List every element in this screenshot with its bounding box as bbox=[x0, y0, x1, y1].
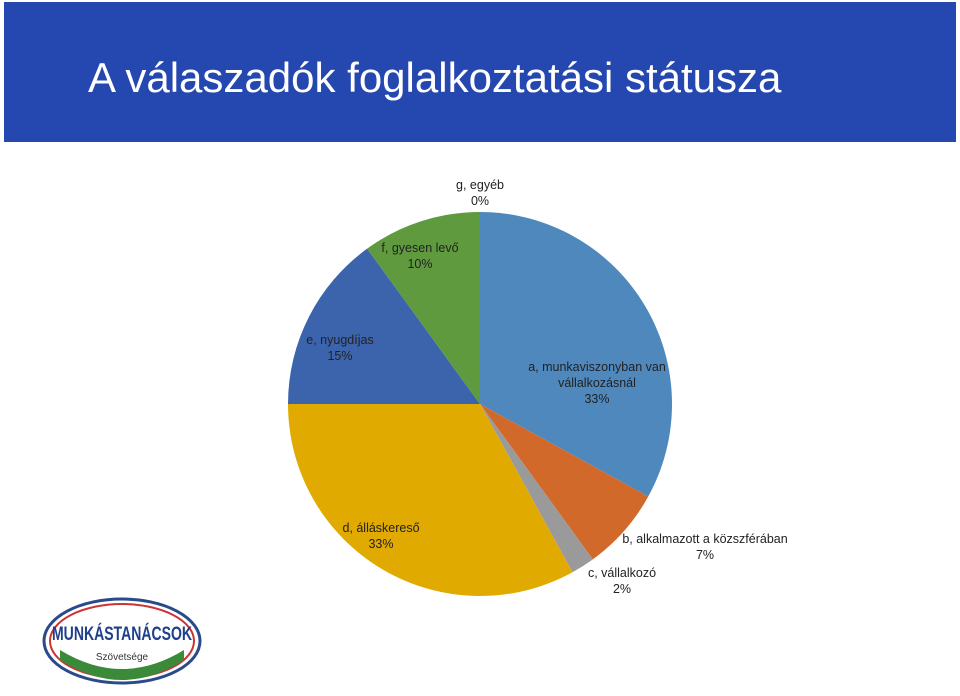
category-name: a, munkaviszonyban van vállalkozásnál bbox=[528, 360, 666, 390]
logo-text: MUNKÁSTANÁCSOK bbox=[52, 623, 192, 645]
logo-subtitle: Szövetsége bbox=[96, 652, 149, 663]
slice-label: f, gyesen levő 10% bbox=[360, 240, 480, 272]
value-label: 33% bbox=[368, 537, 394, 551]
pie-slice bbox=[480, 404, 593, 573]
pie-slice bbox=[480, 212, 672, 497]
pie-slice bbox=[367, 212, 480, 404]
category-name: b, alkalmazott a közszférában bbox=[622, 532, 788, 546]
slice-label: e, nyugdíjas 15% bbox=[280, 332, 400, 364]
pie-slice bbox=[288, 248, 480, 404]
value-label: 15% bbox=[327, 349, 353, 363]
value-label: 2% bbox=[612, 582, 632, 596]
slice-label: c, vállalkozó 2% bbox=[562, 565, 682, 597]
category-name: f, gyesen levő bbox=[381, 241, 459, 255]
value-label: 0% bbox=[470, 194, 490, 208]
value-label: 10% bbox=[407, 257, 433, 271]
pie-slice bbox=[288, 404, 573, 596]
slice-label: a, munkaviszonyban van vállalkozásnál 33% bbox=[512, 359, 682, 407]
slice-label: g, egyéb 0% bbox=[440, 177, 520, 209]
chart-title: A válaszadók foglalkoztatási státusza bbox=[88, 54, 782, 101]
value-label: 7% bbox=[695, 548, 715, 562]
logo: MUNKÁSTANÁCSOK Szövetsége bbox=[42, 597, 202, 685]
category-name: g, egyéb bbox=[456, 178, 504, 192]
value-label: 33% bbox=[584, 392, 610, 406]
slice-label: d, álláskereső 33% bbox=[321, 520, 441, 552]
pie-slice bbox=[480, 404, 649, 560]
slice-label: b, alkalmazott a közszférában 7% bbox=[605, 531, 805, 563]
category-name: e, nyugdíjas bbox=[306, 333, 374, 347]
header-band bbox=[4, 2, 956, 142]
category-name: d, álláskereső bbox=[342, 521, 420, 535]
category-name: c, vállalkozó bbox=[587, 566, 657, 580]
